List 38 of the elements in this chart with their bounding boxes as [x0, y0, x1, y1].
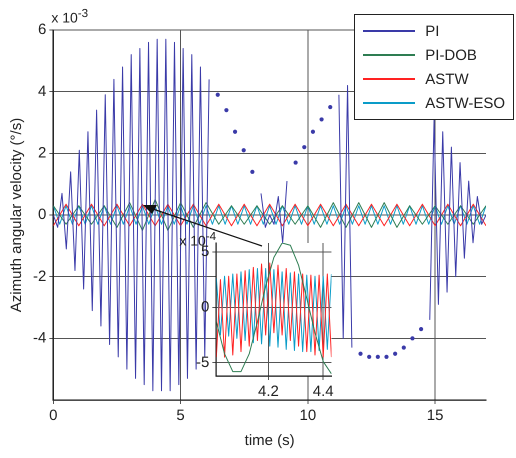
point [402, 345, 406, 350]
point [376, 354, 380, 359]
point [384, 354, 389, 359]
point [319, 117, 324, 122]
point [419, 326, 424, 332]
point [393, 352, 398, 356]
point [358, 352, 363, 356]
y-tick-label: 2 [38, 144, 46, 162]
legend-label: PI-DOB [425, 46, 477, 64]
point [224, 108, 229, 112]
point [328, 104, 332, 110]
y-axis-title: Azimuth angular velocity (°/s) [8, 118, 26, 312]
x-tick-label: 15 [426, 407, 444, 424]
point [410, 336, 415, 340]
y-tick-label: -2 [32, 268, 46, 285]
point [250, 170, 254, 174]
point [302, 145, 306, 150]
point [232, 130, 238, 134]
x-tick-label: 0 [49, 407, 58, 424]
y-tick-label: 4 [38, 82, 46, 100]
x-axis-title: time (s) [244, 432, 295, 450]
y-tick-label: -5 [196, 354, 210, 371]
point [242, 148, 246, 152]
x-tick-label: 10 [300, 407, 316, 424]
legend-label: PI [425, 22, 440, 40]
legend-label: ASTW-ESO [425, 94, 505, 112]
point [216, 92, 220, 97]
y-tick-label: 6 [38, 21, 46, 38]
x-tick-label: 4.4 [312, 383, 334, 400]
point [367, 354, 372, 359]
y-tick-label: 0 [38, 206, 46, 224]
x-tick-label: 5 [176, 407, 185, 424]
point [294, 160, 298, 165]
y-tick-label: -4 [32, 329, 46, 346]
legend-label: ASTW [425, 70, 469, 88]
point [310, 130, 316, 134]
x-tick-label: 4.2 [258, 383, 279, 400]
text: x 10$^{-3}$ [51, 6, 88, 26]
